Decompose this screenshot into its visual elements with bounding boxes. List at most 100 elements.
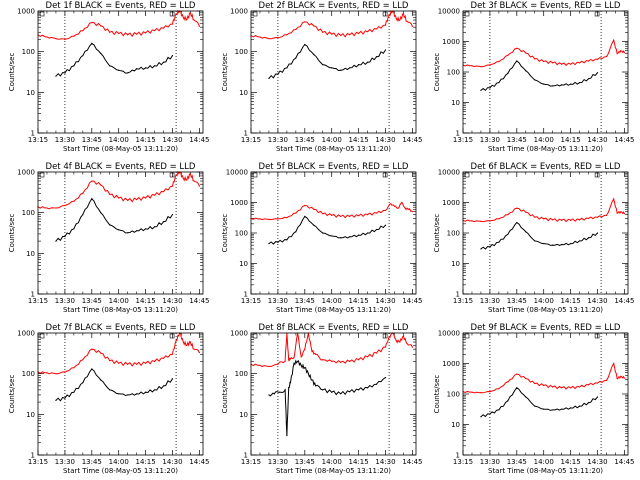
x-tick-label: 13:30	[55, 297, 75, 305]
plot-frame	[250, 332, 417, 456]
data-point-events	[322, 232, 324, 234]
data-point-lld	[109, 193, 111, 196]
data-point-events	[286, 434, 288, 437]
corner-marker	[594, 11, 600, 17]
data-point-events	[498, 409, 500, 411]
data-point-lld	[406, 20, 408, 23]
data-point-lld	[193, 348, 195, 350]
data-point-lld	[561, 387, 563, 389]
x-tick-label: 14:15	[349, 297, 369, 305]
series-line-events	[480, 387, 598, 418]
y-axis-label: Counts/sec	[221, 53, 229, 92]
series-line-lld	[37, 332, 200, 375]
data-point-lld	[480, 392, 482, 394]
data-point-lld	[587, 384, 590, 386]
series-line-lld	[250, 201, 413, 221]
data-point-lld	[543, 384, 545, 387]
data-point-lld	[340, 215, 342, 218]
data-point-lld	[64, 371, 66, 373]
panel-det-1: Det 1f BLACK = Events, RED = LLD 1 10 100 10…	[8, 1, 210, 153]
data-point-lld	[395, 340, 397, 342]
data-point-events	[314, 385, 317, 387]
data-point-events	[162, 61, 165, 63]
data-point-lld	[620, 211, 622, 213]
data-point-events	[300, 364, 302, 366]
data-point-lld	[55, 373, 57, 375]
data-point-lld	[620, 375, 622, 377]
y-tick-label: 100	[22, 48, 35, 56]
data-point-lld	[406, 342, 408, 345]
data-point-lld	[313, 208, 315, 210]
x-tick-label: 13:15	[453, 136, 473, 144]
data-point-lld	[358, 215, 360, 217]
series-line-events	[480, 60, 598, 91]
data-point-lld	[189, 12, 192, 14]
data-point-lld	[322, 213, 324, 215]
x-tick-label: 14:15	[561, 136, 581, 144]
x-tick-label: 13:45	[82, 297, 102, 305]
data-point-lld	[331, 360, 333, 363]
x-tick-label: 14:30	[587, 458, 607, 466]
data-point-lld	[277, 363, 279, 365]
data-point-lld	[182, 16, 184, 18]
data-point-lld	[366, 214, 369, 216]
x-tick-label: 13:30	[480, 297, 500, 305]
data-point-lld	[402, 13, 405, 15]
series-line-events	[55, 197, 173, 242]
data-point-events	[543, 242, 545, 245]
series-line-lld	[462, 362, 625, 394]
data-point-lld	[587, 217, 590, 220]
data-point-lld	[127, 34, 129, 36]
data-point-lld	[616, 53, 618, 55]
plot-frame	[37, 171, 204, 295]
data-point-events	[268, 242, 270, 245]
data-point-lld	[489, 390, 491, 393]
data-point-lld	[401, 201, 403, 204]
data-point-lld	[189, 341, 192, 343]
data-point-lld	[313, 25, 315, 27]
panel-det-3: Det 3f BLACK = Events, RED = LLD 1 10 100 10…	[433, 1, 635, 153]
data-point-lld	[304, 21, 306, 23]
data-point-events	[587, 237, 590, 239]
data-point-events	[109, 65, 111, 67]
plot-frame	[37, 332, 204, 456]
x-tick-label: 14:00	[534, 136, 554, 144]
x-tick-label: 13:15	[453, 458, 473, 466]
data-point-lld	[358, 359, 360, 361]
data-point-lld	[118, 197, 120, 199]
data-point-lld	[384, 209, 387, 212]
data-point-events	[100, 52, 102, 55]
data-point-lld	[175, 13, 177, 15]
data-point-events	[331, 67, 333, 69]
data-point-events	[284, 389, 286, 391]
x-tick-label: 14:15	[561, 297, 581, 305]
data-point-lld	[605, 55, 608, 58]
panel-det-9: Det 9f BLACK = Events, RED = LLD 1 10 100 10…	[433, 323, 635, 475]
data-point-lld	[145, 197, 147, 199]
y-tick-label: 100	[22, 370, 35, 378]
panel-det-4: Det 4f BLACK = Events, RED = LLD 1 10 100 10…	[8, 162, 210, 314]
series-line-lld	[462, 197, 625, 223]
data-point-events	[340, 393, 342, 395]
data-point-lld	[561, 219, 563, 221]
data-point-events	[552, 244, 554, 246]
x-tick-label: 13:30	[268, 297, 288, 305]
data-point-events	[480, 248, 482, 250]
y-tick-label: 100	[235, 48, 248, 56]
data-point-lld	[73, 200, 75, 202]
y-tick-label: 100	[447, 230, 460, 238]
data-point-lld	[578, 62, 581, 64]
data-point-events	[136, 230, 138, 232]
y-tick-label: 1	[244, 452, 248, 460]
x-tick-label: 14:45	[189, 136, 209, 144]
y-tick-label: 10	[451, 421, 460, 429]
data-point-lld	[82, 359, 84, 361]
data-point-events	[73, 65, 75, 67]
y-tick-label: 1000	[442, 199, 460, 207]
data-point-lld	[616, 377, 618, 380]
data-point-events	[136, 393, 138, 395]
data-point-events	[480, 416, 482, 418]
data-point-lld	[127, 199, 129, 202]
data-point-events	[578, 81, 581, 84]
data-point-lld	[186, 179, 188, 181]
